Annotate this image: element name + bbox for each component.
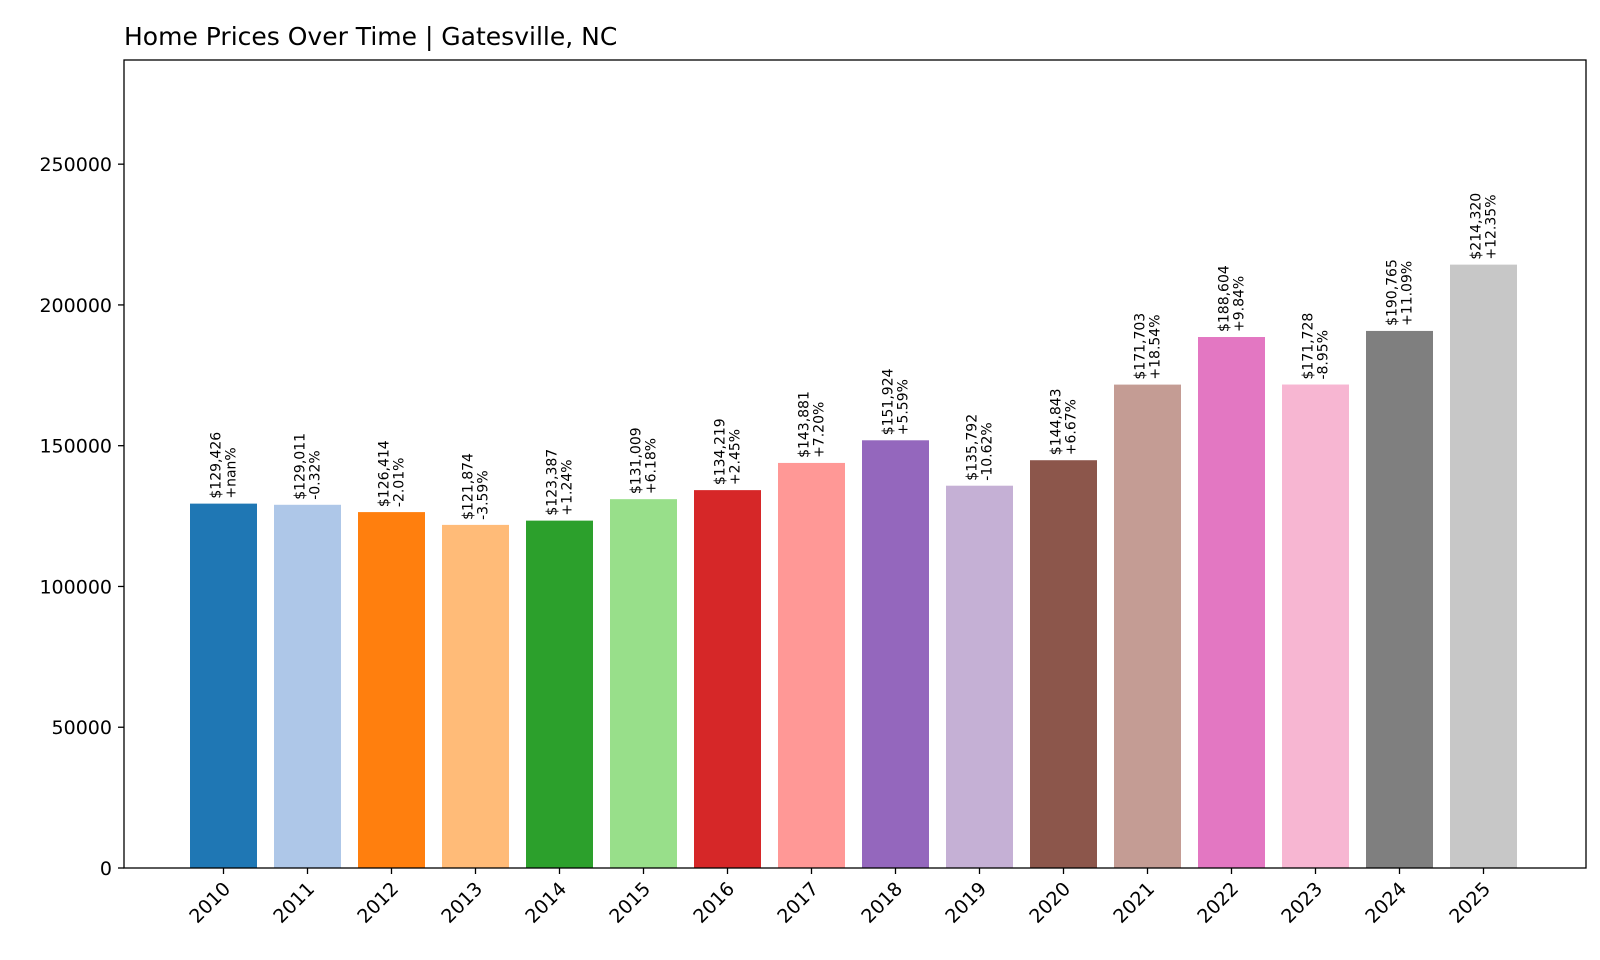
bar-label-2020: $144,843 +6.67%	[1049, 388, 1080, 455]
bar-price-label: $190,765	[1385, 259, 1401, 326]
bar-2010	[190, 503, 257, 868]
x-tick-label-2010: 2010	[185, 878, 235, 928]
x-tick-label-2024: 2024	[1361, 878, 1411, 928]
x-tick-label-2014: 2014	[521, 878, 571, 928]
bar-label-2018: $151,924 +5.59%	[881, 368, 912, 435]
bar-2011	[274, 504, 341, 868]
bar-label-2017: $143,881 +7.20%	[797, 391, 828, 458]
bar-2016	[694, 490, 761, 868]
bar-price-label: $135,792	[965, 414, 981, 481]
bar-2024	[1366, 330, 1433, 869]
bar-change-label: +nan%	[224, 447, 240, 498]
bar-price-label: $214,320	[1469, 193, 1485, 260]
bar-price-label: $121,874	[461, 453, 477, 520]
bar-label-2012: $126,414 -2.01%	[377, 440, 408, 507]
bar-price-label: $144,843	[1049, 388, 1065, 455]
y-tick-label: 150000	[39, 436, 112, 458]
chart-title: Home Prices Over Time | Gatesville, NC	[124, 22, 617, 51]
x-tick-label-2018: 2018	[857, 878, 907, 928]
bar-change-label: +11.09%	[1400, 261, 1416, 326]
bar-2021	[1114, 384, 1181, 868]
y-tick-label: 0	[100, 858, 112, 880]
bar-2025	[1450, 264, 1517, 868]
bar-labels-group: $129,426 +nan% $129,011 -0.32% $126,414 -2.01…	[209, 193, 1500, 520]
bar-label-2014: $123,387 +1.24%	[545, 449, 576, 516]
x-tick-label-2020: 2020	[1025, 878, 1075, 928]
bar-2017	[778, 462, 845, 868]
bar-2020	[1030, 460, 1097, 868]
y-tick-label: 50000	[52, 717, 112, 739]
bar-change-label: -8.95%	[1316, 330, 1332, 380]
bar-2023	[1282, 384, 1349, 868]
bar-2012	[358, 512, 425, 868]
bar-change-label: +2.45%	[728, 429, 744, 485]
plot-frame	[123, 59, 1587, 869]
x-tick-label-2012: 2012	[353, 878, 403, 928]
y-tick-label: 100000	[39, 576, 112, 598]
bar-change-label: +6.18%	[644, 438, 660, 494]
x-tick-label-2021: 2021	[1109, 878, 1159, 928]
x-tick-label-2013: 2013	[437, 878, 487, 928]
bar-2022	[1198, 337, 1265, 868]
bar-change-label: +12.35%	[1484, 194, 1500, 259]
x-tick-label-2023: 2023	[1277, 878, 1327, 928]
bar-price-label: $123,387	[545, 449, 561, 516]
bar-label-2024: $190,765 +11.09%	[1385, 259, 1416, 326]
bar-2019	[946, 485, 1013, 868]
bar-change-label: +18.54%	[1148, 314, 1164, 379]
bar-change-label: +9.84%	[1232, 276, 1248, 332]
x-tick-label-2011: 2011	[269, 878, 319, 928]
bar-price-label: $131,009	[629, 427, 645, 494]
bar-label-2013: $121,874 -3.59%	[461, 453, 492, 520]
bar-price-label: $129,011	[293, 433, 309, 500]
x-tick-label-2016: 2016	[689, 878, 739, 928]
bar-change-label: +7.20%	[812, 402, 828, 458]
bar-price-label: $151,924	[881, 368, 897, 435]
bar-2013	[442, 524, 509, 868]
bar-price-label: $171,728	[1301, 313, 1317, 380]
y-tick-label: 250000	[39, 154, 112, 176]
bar-change-label: +1.24%	[560, 459, 576, 515]
x-tick-label-2022: 2022	[1193, 878, 1243, 928]
bar-price-label: $143,881	[797, 391, 813, 458]
bar-label-2025: $214,320 +12.35%	[1469, 193, 1500, 260]
x-tick-label-2017: 2017	[773, 878, 823, 928]
y-axis: 0 50000 100000 150000 200000 250000	[39, 154, 124, 880]
bar-change-label: -3.59%	[476, 470, 492, 520]
bar-price-label: $171,703	[1133, 313, 1149, 380]
y-tick-label: 200000	[39, 295, 112, 317]
bar-label-2021: $171,703 +18.54%	[1133, 313, 1164, 380]
bar-price-label: $126,414	[377, 440, 393, 507]
bar-price-label: $134,219	[713, 418, 729, 485]
x-tick-label-2015: 2015	[605, 878, 655, 928]
bar-change-label: +5.59%	[896, 379, 912, 435]
bar-price-label: $129,426	[209, 432, 225, 499]
bar-change-label: -2.01%	[392, 458, 408, 508]
bar-change-label: +6.67%	[1064, 399, 1080, 455]
bar-label-2015: $131,009 +6.18%	[629, 427, 660, 494]
bar-price-label: $188,604	[1217, 265, 1233, 332]
bar-label-2022: $188,604 +9.84%	[1217, 265, 1248, 332]
bar-label-2010: $129,426 +nan%	[209, 432, 240, 499]
x-axis: 2010 2011 2012 2013 2014 2015 2016 2017 2018 2019…	[185, 868, 1495, 928]
bar-2015	[610, 499, 677, 868]
bar-label-2016: $134,219 +2.45%	[713, 418, 744, 485]
bar-label-2011: $129,011 -0.32%	[293, 433, 324, 500]
bar-change-label: -10.62%	[980, 422, 996, 480]
bars-group	[190, 264, 1517, 869]
bar-change-label: -0.32%	[308, 450, 324, 500]
bar-2018	[862, 440, 929, 868]
bar-label-2019: $135,792 -10.62%	[965, 414, 996, 481]
x-tick-label-2019: 2019	[941, 878, 991, 928]
x-tick-label-2025: 2025	[1445, 878, 1495, 928]
bar-2014	[526, 520, 593, 868]
bar-label-2023: $171,728 -8.95%	[1301, 313, 1332, 380]
